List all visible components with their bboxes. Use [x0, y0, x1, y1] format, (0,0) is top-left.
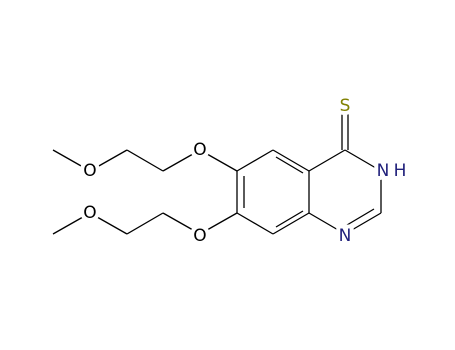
atom-labels: S N H N O O O O	[79, 92, 410, 250]
atom-label: O	[83, 203, 96, 223]
atom-label: H	[394, 161, 407, 181]
atom-label: O	[83, 161, 96, 181]
atom-label: N	[377, 161, 390, 181]
atom-label: S	[340, 96, 351, 116]
atom-label: O	[193, 140, 206, 160]
atom-label: N	[339, 226, 352, 246]
atom-label: O	[193, 226, 206, 246]
bonds	[52, 108, 382, 235]
